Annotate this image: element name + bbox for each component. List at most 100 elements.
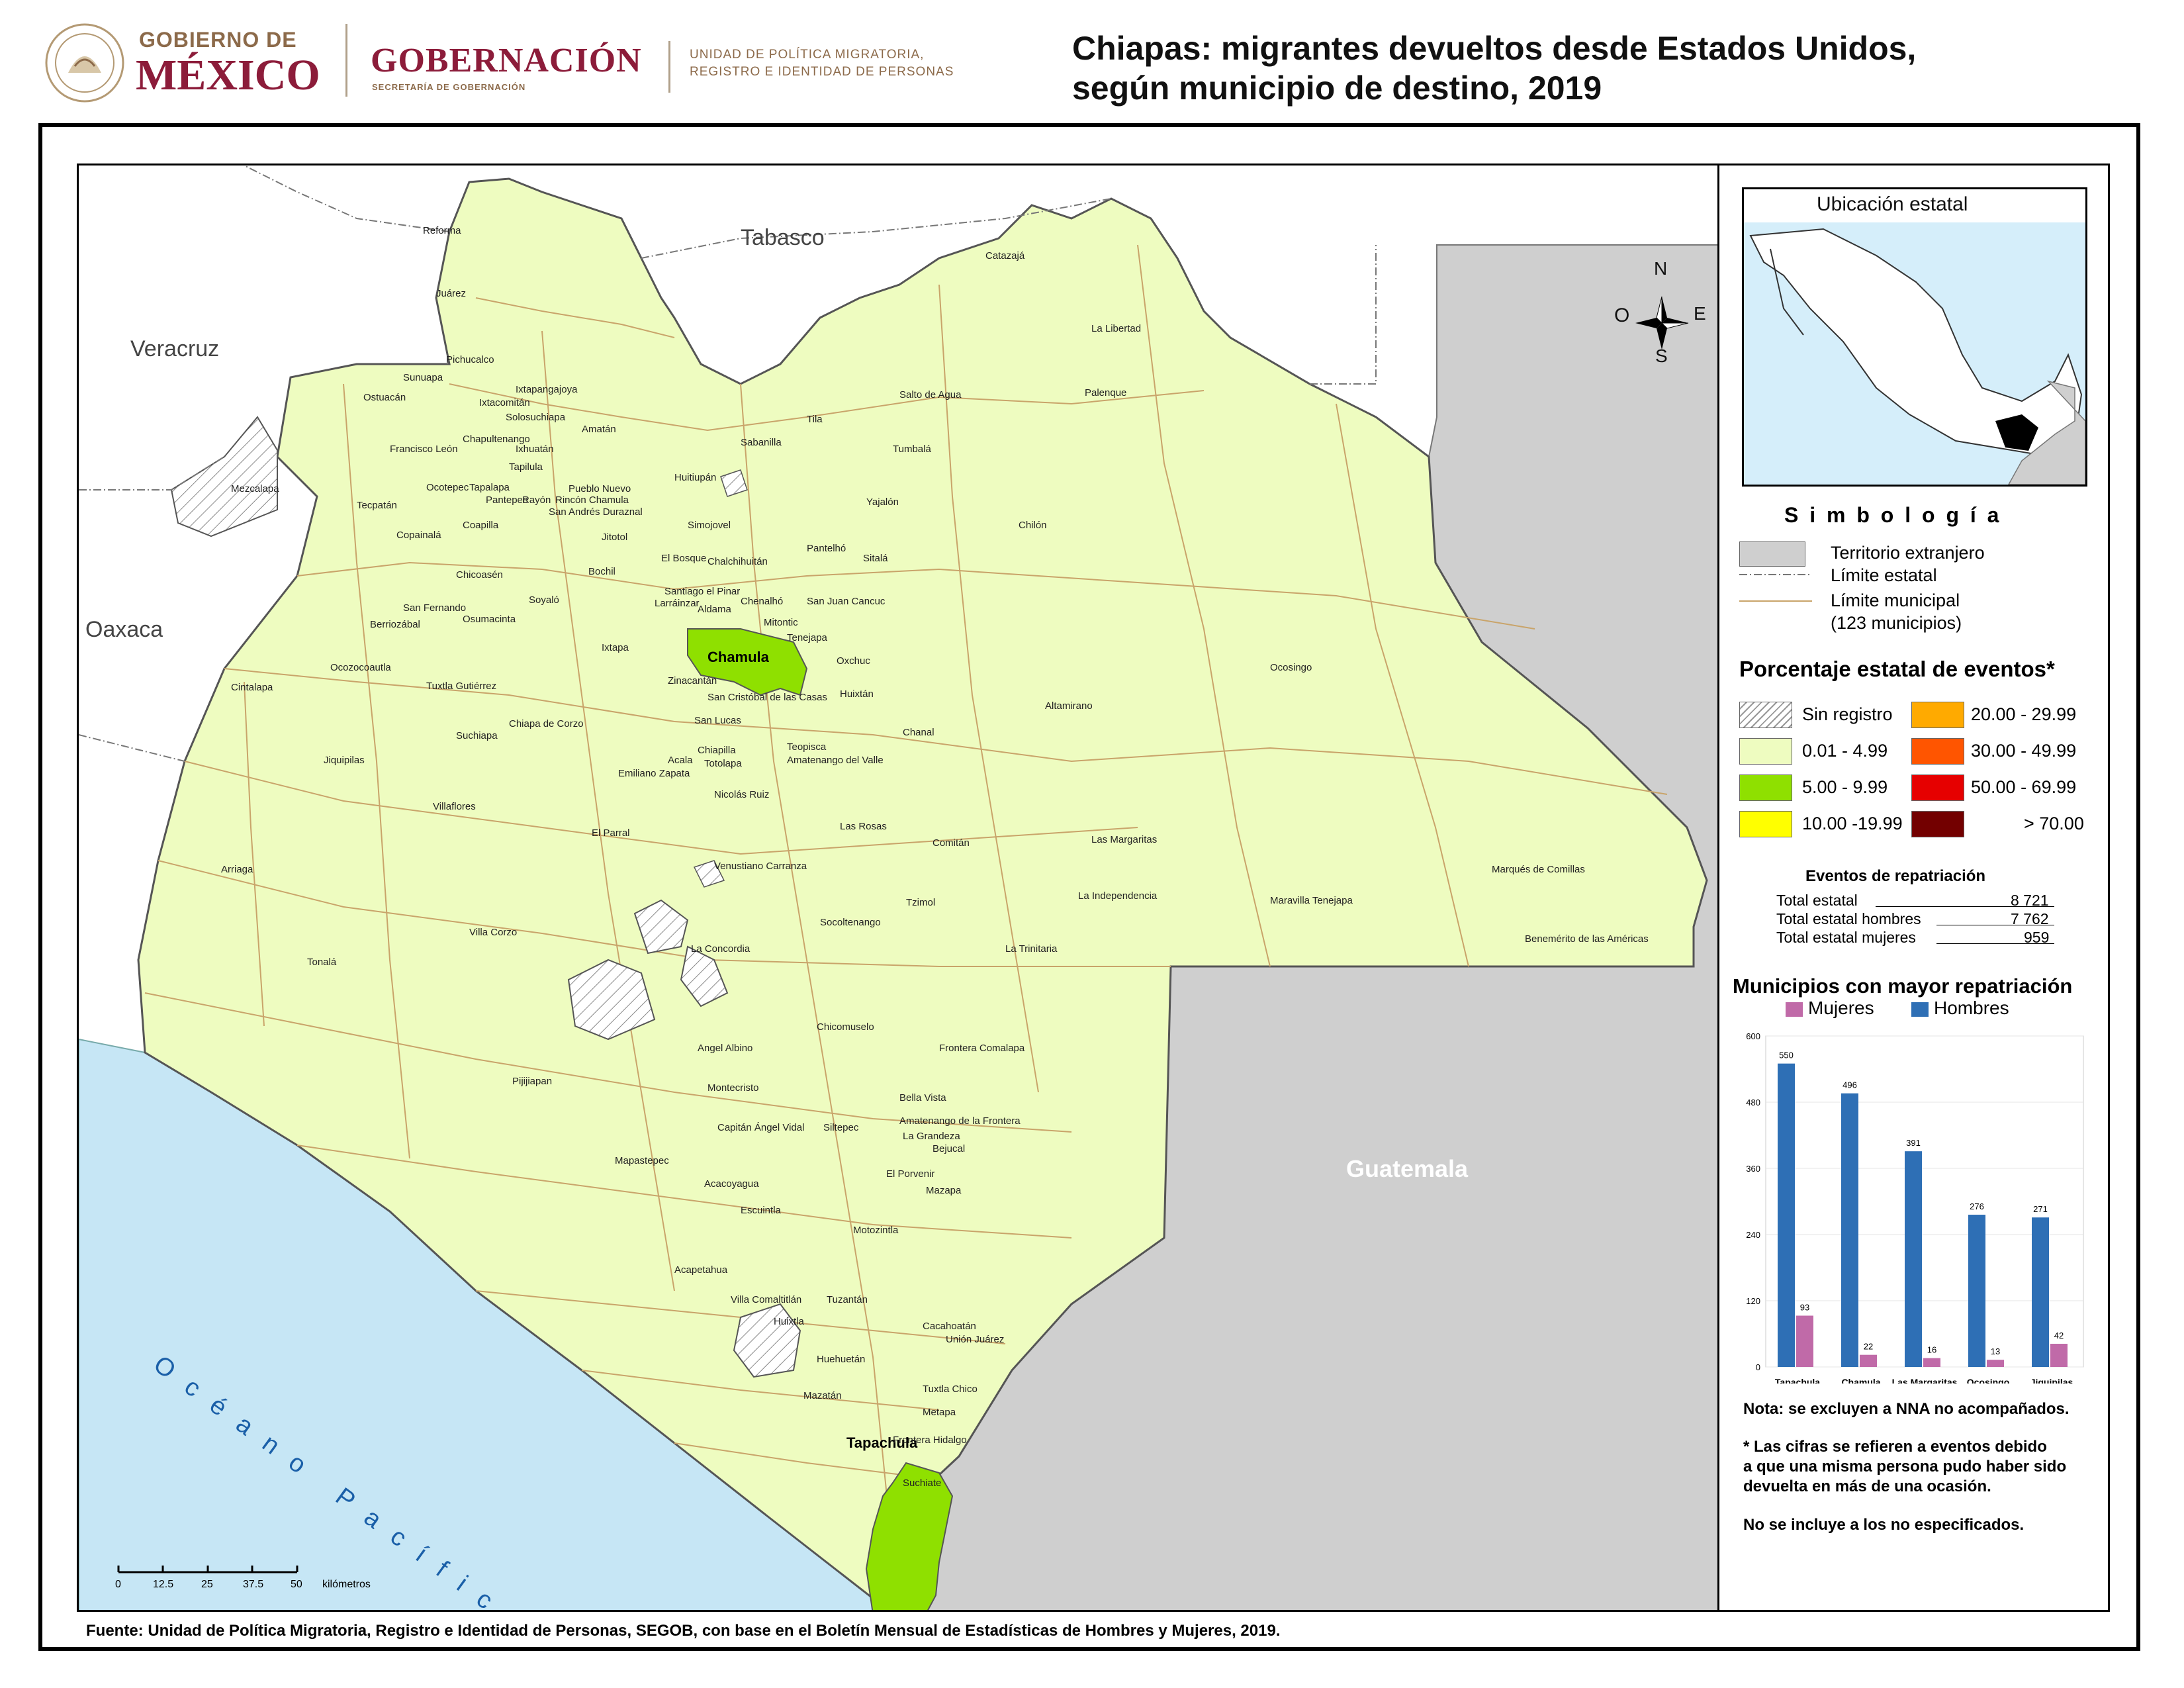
municipality-label: Montecristo [707, 1082, 759, 1094]
municipality-label: San Andrés Duraznal [549, 506, 643, 518]
symbology-title: S i m b o l o g í a [1784, 503, 2002, 527]
municipality-label: Emiliano Zapata [618, 768, 690, 779]
municipality-label: Jiquipilas [324, 755, 365, 766]
municipality-label: Oxchuc [837, 655, 870, 667]
legend-state-line [1739, 574, 1812, 575]
municipality-label: Bejucal [933, 1143, 966, 1154]
legend-municipios-count: (123 municipios) [1831, 613, 1962, 633]
legend-class-label: 30.00 - 49.99 [1971, 741, 2077, 761]
chart-bar [1987, 1360, 2004, 1367]
map-title-line-2: según municipio de destino, 2019 [1072, 70, 1602, 107]
label-guatemala: Guatemala [1346, 1155, 1469, 1182]
compass-s: S [1655, 346, 1668, 366]
municipality-label: Catazajá [985, 250, 1025, 261]
inset-title: Ubicación estatal [1817, 193, 1968, 215]
municipality-label: Ocotepec [426, 482, 469, 493]
municipality-label: Mezcalapa [231, 483, 279, 494]
municipality-label: Arriaga [221, 864, 253, 875]
total-label: Total estatal mujeres [1776, 929, 1916, 946]
municipality-label: Escuintla [741, 1205, 781, 1216]
municipality-label: Teopisca [787, 741, 827, 753]
state-boundaries [79, 165, 1377, 762]
bar-chart: Mujeres Hombres 0 120 240 360 480 600 550 93 Tapac… [1746, 1000, 2084, 1383]
map-svg [79, 165, 1717, 1610]
chart-data-label: 276 [1970, 1201, 1984, 1211]
source-citation: Fuente: Unidad de Política Migratoria, R… [86, 1622, 1281, 1640]
legend-class-label: 50.00 - 69.99 [1971, 777, 2077, 797]
municipality-label: Pueblo Nuevo [569, 483, 631, 494]
gobernacion: GOBERNACIÓN [371, 42, 642, 79]
legend-class-swatch [1911, 811, 1964, 837]
segob: SECRETARÍA DE GOBERNACIÓN [372, 82, 526, 92]
chart-legend-label: Hombres [1934, 1000, 2009, 1018]
municipality-label: Ixtapangajoya [516, 384, 578, 395]
municipality-label: Aldama [698, 604, 731, 615]
note-2b: a que una misma persona pudo haber sido [1743, 1458, 2067, 1476]
municipality-label: Pantepec [486, 494, 528, 506]
municipality-label: Osumacinta [463, 614, 516, 625]
compass-n: N [1654, 258, 1668, 279]
municipality-label: Tuxtla Gutiérrez [426, 680, 497, 692]
legend-panel: Ubicación estatal S i m b o l o g í a Te… [1719, 164, 2110, 1612]
municipality-label: Villa Corzo [469, 927, 518, 938]
municipality-label: La Trinitaria [1005, 943, 1058, 955]
municipality-label: Venustiano Carranza [714, 861, 807, 872]
municipality-label: Chanal [903, 727, 934, 738]
municipality-label: Juárez [436, 288, 467, 299]
scale-tick-3: 37.5 [243, 1579, 264, 1590]
municipality-label: Bochil [588, 566, 615, 577]
municipality-label: Reforma [423, 225, 461, 236]
capitan-angel-vidal-unregistered [733, 1303, 801, 1378]
legend-limite-municipal: Límite municipal [1831, 590, 1960, 610]
chart-data-label: 16 [1927, 1345, 1936, 1355]
municipality-label: Cacahoatán [923, 1321, 976, 1332]
label-tapachula: Tapachula [846, 1434, 918, 1451]
acala-unregistered [680, 945, 729, 1008]
municipality-label: Las Margaritas [1091, 834, 1158, 845]
chart-y-tick: 600 [1746, 1031, 1760, 1041]
municipality-label: Suchiate [903, 1477, 942, 1489]
municipality-label: Chalchihuitán [707, 556, 768, 567]
municipality-label: Amatenango del Valle [787, 755, 884, 766]
municipality-label: Pijijiapan [512, 1076, 553, 1087]
legend-class-swatch [1739, 774, 1792, 801]
municipality-label: Tonalá [307, 957, 337, 968]
municipality-label: Ocozocoautla [330, 662, 391, 673]
legend-territorio-swatch [1739, 541, 1805, 567]
note-2a: * Las cifras se refieren a eventos debid… [1743, 1438, 2047, 1456]
municipality-label: Berriozábal [370, 619, 420, 630]
legend-class-swatch [1911, 702, 1964, 728]
chart-title: Municipios con mayor repatriación [1733, 974, 2073, 998]
municipality-label: Salto de Agua [899, 389, 962, 400]
chamula-area [687, 628, 808, 696]
municipality-label: Santiago el Pinar [664, 586, 741, 597]
municipality-label: Rincón Chamula [555, 494, 629, 506]
chart-x-tick: Jiquipilas [2030, 1377, 2073, 1383]
municipality-label: Tapilula [509, 461, 543, 473]
header-divider [345, 24, 347, 97]
scale-tick-1: 12.5 [153, 1579, 174, 1590]
chart-y-tick: 480 [1746, 1098, 1760, 1107]
total-value: 959 [2024, 929, 2050, 946]
emiliano-zapata-unregistered [633, 899, 689, 955]
legend-class-label: 10.00 -19.99 [1802, 814, 1903, 833]
chart-data-label: 93 [1800, 1303, 1809, 1313]
chart-legend-swatch [1786, 1002, 1803, 1017]
municipality-label: San Cristóbal de las Casas [707, 692, 827, 703]
mezcalapa-unregistered [170, 416, 278, 538]
municipality-label: Marqués de Comillas [1492, 864, 1585, 875]
municipality-label: Siltepec [823, 1122, 859, 1133]
municipality-label: Copainalá [396, 530, 441, 541]
municipality-label: Motozintla [853, 1225, 899, 1236]
municipality-label: Socoltenango [820, 917, 881, 928]
total-leader-line [1936, 943, 2054, 944]
municipality-label: Cintalapa [231, 682, 273, 693]
total-leader-line [1875, 906, 2054, 907]
chart-x-tick: Tapachula [1775, 1377, 1820, 1383]
municipality-label: Chilón [1019, 520, 1047, 531]
chart-y-tick: 120 [1746, 1296, 1760, 1306]
municipality-label: Chiapilla [698, 745, 736, 756]
legend-class-label: 5.00 - 9.99 [1802, 777, 1888, 797]
municipality-label: Tuzantán [827, 1294, 868, 1305]
municipality-label: Mazapa [926, 1185, 962, 1196]
